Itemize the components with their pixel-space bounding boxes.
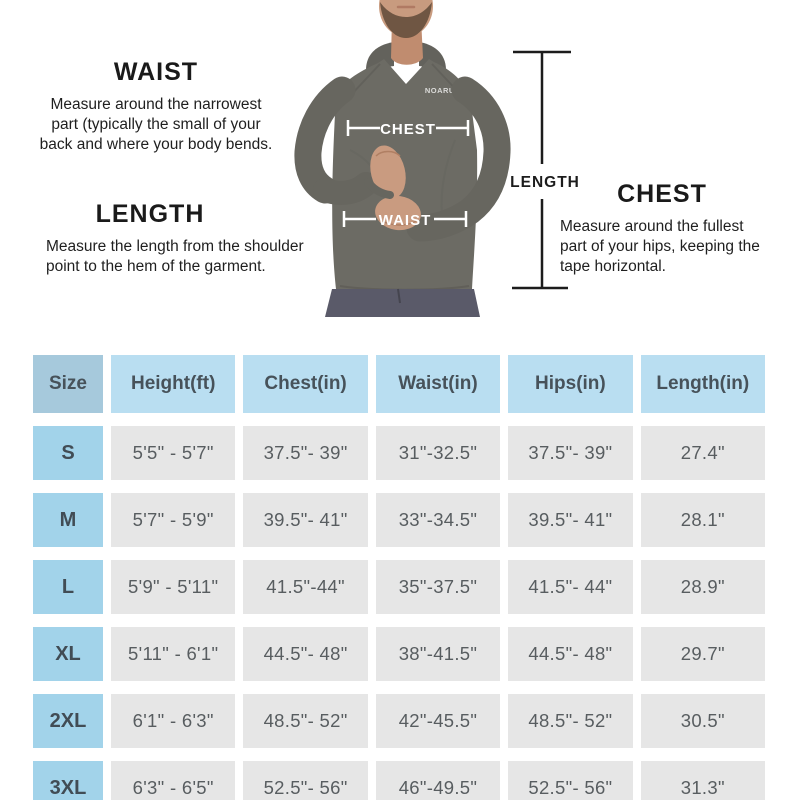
model-figure-illustration: NOARUG CHEST WAIST LENGTH	[294, 0, 580, 317]
model-head	[379, 0, 433, 65]
table-cell: 5'11" - 6'1"	[111, 627, 236, 681]
size-cell: XL	[33, 627, 103, 681]
waist-note-title: WAIST	[113, 58, 199, 86]
table-cell: 35"-37.5"	[375, 560, 501, 614]
table-cell: 27.4"	[640, 426, 765, 480]
table-cell: 5'5" - 5'7"	[111, 426, 236, 480]
table-cell: 5'9" - 5'11"	[111, 560, 236, 614]
column-header-chest: Chest(in)	[243, 355, 368, 413]
column-header-length: Length(in)	[640, 355, 765, 413]
column-header-waist: Waist(in)	[375, 355, 501, 413]
thumbhole-cuff	[364, 178, 394, 199]
model-shorts	[325, 289, 480, 317]
table-cell: 48.5"- 52"	[508, 694, 633, 748]
table-cell: 37.5"- 39"	[508, 426, 633, 480]
column-header-hips: Hips(in)	[508, 355, 633, 413]
waist-note-body: Measure around the narrowest part (typic…	[39, 96, 273, 153]
size-cell: S	[33, 426, 103, 480]
table-cell: 28.9"	[640, 560, 765, 614]
waist-measure-line	[342, 211, 468, 227]
length-measure-line	[512, 50, 571, 290]
waist-note: WAIST Measure around the narrowest part …	[35, 58, 277, 155]
table-cell: 52.5"- 56"	[508, 761, 633, 800]
waist-measure-label: WAIST	[379, 212, 432, 229]
chest-measure-label: CHEST	[380, 121, 436, 138]
beard	[380, 2, 432, 38]
size-cell: M	[33, 493, 103, 547]
table-cell: 37.5"- 39"	[243, 426, 368, 480]
size-cell: 3XL	[33, 761, 103, 800]
hoodie-sleeves	[294, 76, 511, 242]
length-note-title: LENGTH	[95, 200, 205, 228]
length-note-body: Measure the length from the shoulder poi…	[46, 238, 304, 275]
table-cell: 28.1"	[640, 493, 765, 547]
table-cell: 41.5"-44"	[243, 560, 368, 614]
table-cell: 44.5"- 48"	[508, 627, 633, 681]
length-measure-label: LENGTH	[510, 174, 580, 191]
table-cell: 6'1" - 6'3"	[111, 694, 236, 748]
table-cell: 33"-34.5"	[375, 493, 501, 547]
table-cell: 39.5"- 41"	[243, 493, 368, 547]
table-cell: 39.5"- 41"	[508, 493, 633, 547]
table-cell: 41.5"- 44"	[508, 560, 633, 614]
column-header-size: Size	[33, 355, 103, 413]
column-header-height: Height(ft)	[111, 355, 236, 413]
shirt-logo: NOARUG	[425, 86, 461, 95]
size-cell: L	[33, 560, 103, 614]
size-table: Size Height(ft) Chest(in) Waist(in) Hips…	[33, 355, 765, 800]
table-cell: 42"-45.5"	[375, 694, 501, 748]
table-cell: 31"-32.5"	[375, 426, 501, 480]
table-cell: 38"-41.5"	[375, 627, 501, 681]
table-cell: 31.3"	[640, 761, 765, 800]
size-cell: 2XL	[33, 694, 103, 748]
chest-measure-line	[346, 120, 470, 136]
table-cell: 29.7"	[640, 627, 765, 681]
table-cell: 48.5"- 52"	[243, 694, 368, 748]
length-note: LENGTH Measure the length from the shoul…	[40, 200, 316, 277]
chest-note: CHEST Measure around the fullest part of…	[557, 180, 767, 277]
table-cell: 6'3" - 6'5"	[111, 761, 236, 800]
model-hands	[364, 145, 421, 231]
table-cell: 52.5"- 56"	[243, 761, 368, 800]
chest-note-body: Measure around the fullest part of your …	[560, 218, 760, 275]
table-cell: 5'7" - 5'9"	[111, 493, 236, 547]
table-cell: 30.5"	[640, 694, 765, 748]
chest-note-title: CHEST	[617, 180, 707, 208]
table-cell: 46"-49.5"	[375, 761, 501, 800]
table-cell: 44.5"- 48"	[243, 627, 368, 681]
